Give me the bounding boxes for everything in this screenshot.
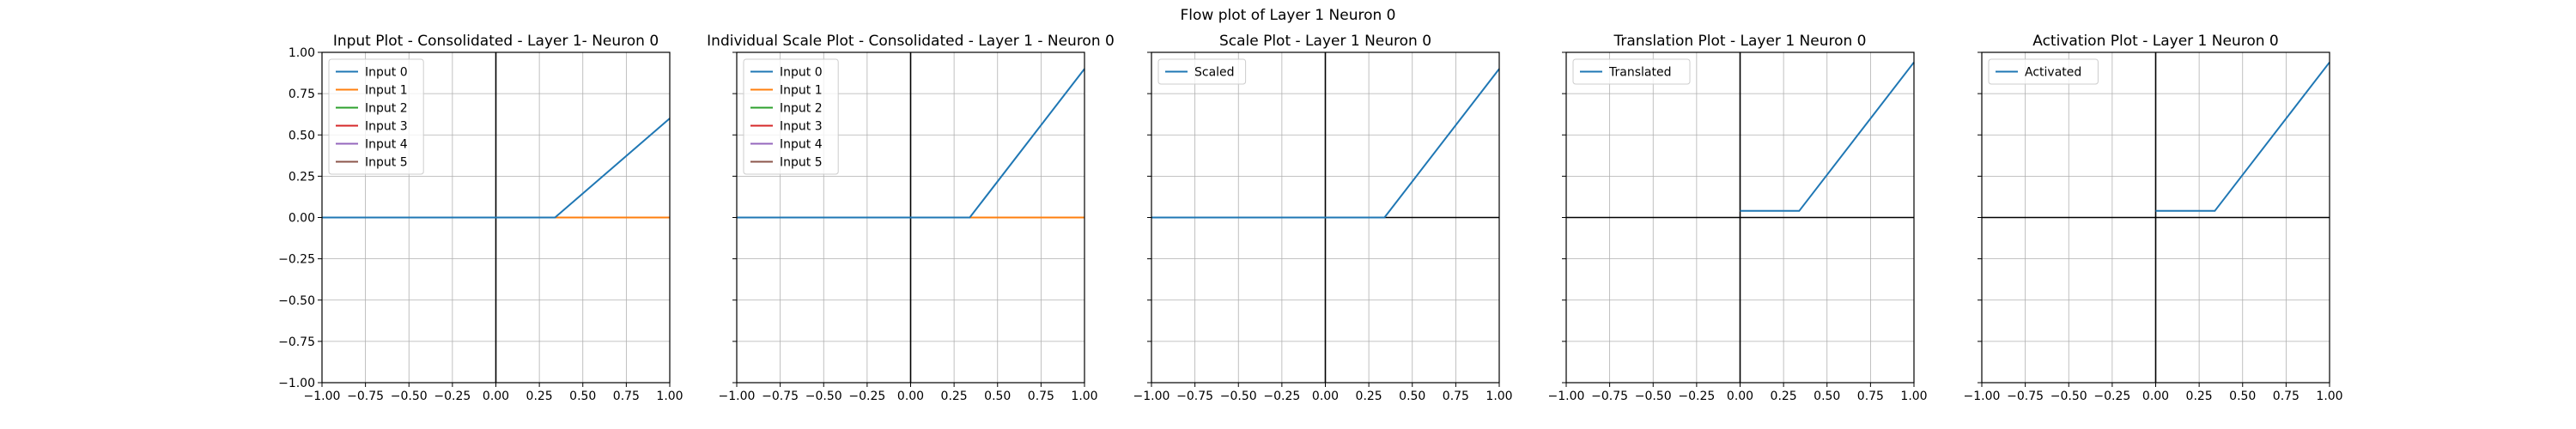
legend-label: Translated xyxy=(1608,66,1671,80)
legend-box xyxy=(1988,58,2099,85)
x-tick-label: 0.25 xyxy=(1771,390,1797,403)
x-tick-label: 1.00 xyxy=(1485,390,1512,403)
legend: Input 0 Input 1 Input 2 Input 3 Input 4 Input… xyxy=(328,58,424,175)
y-tick-label: −0.25 xyxy=(278,253,315,267)
y-tick-label: 0.25 xyxy=(289,170,315,184)
series-line-0 xyxy=(737,68,1085,219)
chart-title: Individual Scale Plot - Consolidated - L… xyxy=(707,33,1115,50)
chart-panel-4: Activation Plot - Layer 1 Neuron 0−1.00−… xyxy=(1964,33,2343,403)
x-tick-label: −0.50 xyxy=(1635,390,1672,403)
x-tick-label: 0.75 xyxy=(613,390,640,403)
x-tick-label: 0.25 xyxy=(941,390,968,403)
x-tick-label: −0.75 xyxy=(2007,390,2044,403)
x-tick-label: −1.00 xyxy=(719,390,756,403)
chart-title: Scale Plot - Layer 1 Neuron 0 xyxy=(1219,33,1431,50)
legend-box xyxy=(328,58,424,175)
x-tick-label: −0.25 xyxy=(1678,390,1715,403)
chart-panel-2: Scale Plot - Layer 1 Neuron 0−1.00 −0.75−… xyxy=(1133,33,1513,403)
x-tick-label: 0.75 xyxy=(1857,390,1884,403)
x-tick-label: 0.00 xyxy=(483,390,509,403)
x-tick-label: −0.25 xyxy=(2093,390,2130,403)
x-tick-label: 0.75 xyxy=(1028,390,1054,403)
chart-title: Activation Plot - Layer 1 Neuron 0 xyxy=(2032,33,2278,50)
legend-label: Input 0 xyxy=(365,66,408,80)
y-tick-label: 1.00 xyxy=(289,46,315,60)
y-tick-label: 0.00 xyxy=(289,212,315,226)
x-tick-label: 1.00 xyxy=(1900,390,1927,403)
x-tick-label: 0.00 xyxy=(1727,390,1753,403)
x-tick-label: −1.00 xyxy=(1548,390,1585,403)
x-tick-label: −0.50 xyxy=(2050,390,2087,403)
legend-label: Input 2 xyxy=(365,102,408,116)
legend-label: Input 1 xyxy=(365,84,408,98)
legend-label: Input 3 xyxy=(365,120,408,134)
series-line-0 xyxy=(1151,68,1500,219)
legend-box xyxy=(743,58,839,175)
legend-label: Input 2 xyxy=(780,102,823,116)
chart-title: Translation Plot - Layer 1 Neuron 0 xyxy=(1613,33,1867,50)
legend-label: Activated xyxy=(2025,66,2081,80)
x-tick-label: 0.50 xyxy=(569,390,596,403)
x-tick-label: 0.25 xyxy=(1356,390,1382,403)
chart-panel-1: Individual Scale Plot - Consolidated - L… xyxy=(707,33,1115,403)
legend: Translated xyxy=(1572,58,1691,85)
x-tick-label: −0.25 xyxy=(848,390,885,403)
legend-label: Scaled xyxy=(1194,66,1235,80)
x-tick-label: 0.25 xyxy=(526,390,553,403)
x-tick-label: −0.50 xyxy=(805,390,842,403)
x-tick-label: 0.75 xyxy=(1443,390,1469,403)
legend-label: Input 4 xyxy=(780,138,823,152)
legend-label: Input 5 xyxy=(780,156,823,170)
legend-label: Input 4 xyxy=(365,138,408,152)
x-tick-label: 0.00 xyxy=(897,390,924,403)
figure-suptitle: Flow plot of Layer 1 Neuron 0 xyxy=(1180,7,1396,24)
x-tick-label: 0.50 xyxy=(1399,390,1425,403)
y-tick-label: −0.75 xyxy=(278,335,315,349)
x-tick-label: 1.00 xyxy=(656,390,683,403)
chart-panel-0: Input Plot - Consolidated - Layer 1- Neu… xyxy=(278,33,683,403)
legend-box xyxy=(1572,58,1691,85)
y-tick-label: −1.00 xyxy=(278,377,315,390)
y-tick-label: 0.75 xyxy=(289,88,315,101)
series-line-0 xyxy=(2155,61,2330,212)
chart-title: Input Plot - Consolidated - Layer 1- Neu… xyxy=(333,33,659,50)
legend-label: Input 5 xyxy=(365,156,408,170)
x-tick-label: 1.00 xyxy=(2316,390,2342,403)
y-tick-label: 0.50 xyxy=(289,129,315,142)
x-tick-label: 0.50 xyxy=(984,390,1011,403)
legend-label: Input 3 xyxy=(780,120,823,134)
x-tick-label: −0.50 xyxy=(1220,390,1257,403)
series-line-0 xyxy=(1740,61,1915,212)
x-tick-label: 0.75 xyxy=(2273,390,2300,403)
legend: Input 0 Input 1 Input 2 Input 3 Input 4 Input… xyxy=(743,58,839,175)
x-tick-label: −1.00 xyxy=(1964,390,2001,403)
legend-box xyxy=(1157,58,1247,85)
x-tick-label: −1.00 xyxy=(304,390,341,403)
x-tick-label: −1.00 xyxy=(1133,390,1170,403)
legend-label: Input 1 xyxy=(780,84,823,98)
legend: Scaled xyxy=(1157,58,1247,85)
x-tick-label: −0.75 xyxy=(1176,390,1213,403)
x-tick-label: −0.75 xyxy=(762,390,799,403)
x-tick-label: 0.50 xyxy=(2229,390,2256,403)
x-tick-label: 0.00 xyxy=(1312,390,1339,403)
x-tick-label: −0.50 xyxy=(391,390,428,403)
series-line-0 xyxy=(322,118,671,219)
x-tick-label: −0.75 xyxy=(347,390,384,403)
chart-panel-3: Translation Plot - Layer 1 Neuron 0 −1.00… xyxy=(1548,33,1928,403)
x-tick-label: 0.25 xyxy=(2186,390,2213,403)
legend-label: Input 0 xyxy=(780,66,823,80)
x-tick-label: 0.50 xyxy=(1814,390,1840,403)
x-tick-label: 1.00 xyxy=(1071,390,1097,403)
y-tick-label: −0.50 xyxy=(278,294,315,308)
x-tick-label: −0.25 xyxy=(434,390,471,403)
x-tick-label: 0.00 xyxy=(2142,390,2169,403)
x-tick-label: −0.75 xyxy=(1591,390,1628,403)
legend: Activated xyxy=(1988,58,2099,85)
x-tick-label: −0.25 xyxy=(1263,390,1300,403)
